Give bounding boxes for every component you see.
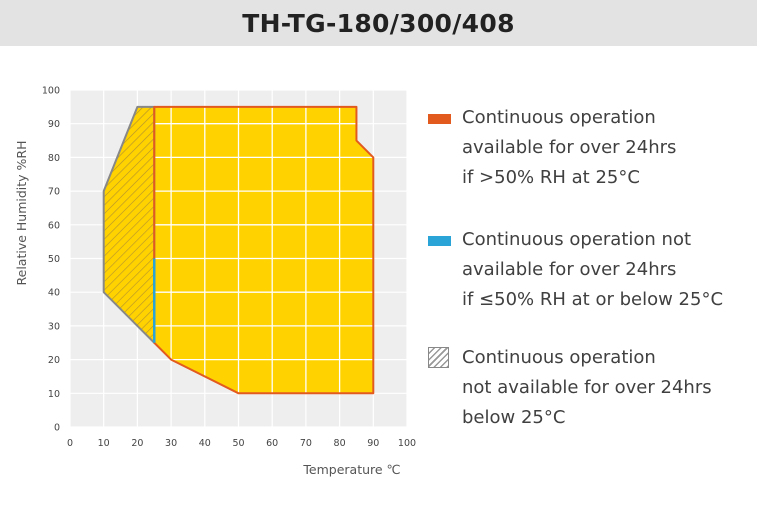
title-bar: TH-TG-180/300/408 bbox=[0, 0, 757, 46]
legend: Continuous operation available for over … bbox=[428, 0, 753, 506]
x-tick-label: 10 bbox=[98, 438, 110, 449]
x-tick-labels: 0 10 20 30 40 50 60 70 80 90 100 bbox=[67, 438, 416, 449]
y-tick-label: 90 bbox=[48, 119, 60, 130]
legend-line: available for over 24hrs bbox=[462, 259, 677, 280]
hatched-area bbox=[103, 106, 155, 343]
grid-overlay bbox=[154, 106, 374, 394]
y-tick-label: 30 bbox=[48, 321, 60, 332]
y-tick-labels: 0 10 20 30 40 50 60 70 80 90 100 bbox=[42, 86, 60, 434]
legend-line: Continuous operation not bbox=[462, 229, 692, 250]
legend-line: Continuous operation bbox=[462, 347, 656, 368]
y-tick-label: 60 bbox=[48, 220, 60, 231]
legend-line: below 25°C bbox=[462, 407, 566, 428]
chart: 0 10 20 30 40 50 60 70 80 90 100 0 10 20 30 40 50 60 70 80… bbox=[14, 86, 416, 478]
y-axis-label: Relative Humidity %RH bbox=[14, 141, 29, 286]
x-tick-label: 70 bbox=[300, 438, 312, 449]
legend-line: available for over 24hrs bbox=[462, 137, 677, 158]
x-tick-label: 30 bbox=[165, 438, 177, 449]
x-axis-label: Temperature ℃ bbox=[302, 462, 400, 477]
orange-bar-icon bbox=[428, 114, 451, 124]
y-tick-label: 100 bbox=[42, 86, 60, 97]
legend-line: if ≤50% RH at or below 25°C bbox=[462, 289, 724, 310]
y-tick-label: 10 bbox=[48, 389, 60, 400]
y-tick-label: 0 bbox=[54, 423, 60, 434]
operating-area bbox=[154, 106, 374, 394]
operating-area-outline bbox=[153, 105, 375, 395]
x-tick-label: 40 bbox=[199, 438, 211, 449]
legend-line: not available for over 24hrs bbox=[462, 377, 712, 398]
blue-bar-icon bbox=[428, 236, 451, 246]
chart-title: TH-TG-180/300/408 bbox=[242, 8, 515, 38]
legend-line: if >50% RH at 25°C bbox=[462, 167, 640, 188]
hatched-box-icon bbox=[428, 347, 449, 368]
x-tick-label: 20 bbox=[131, 438, 143, 449]
plot-areas bbox=[102, 105, 375, 395]
y-tick-label: 80 bbox=[48, 153, 60, 164]
x-tick-label: 100 bbox=[398, 438, 416, 449]
x-tick-label: 50 bbox=[232, 438, 244, 449]
y-tick-label: 40 bbox=[48, 288, 60, 299]
x-tick-label: 0 bbox=[67, 438, 73, 449]
x-tick-label: 90 bbox=[367, 438, 379, 449]
y-tick-label: 20 bbox=[48, 355, 60, 366]
x-tick-label: 80 bbox=[334, 438, 346, 449]
y-tick-label: 50 bbox=[48, 254, 60, 265]
legend-line: Continuous operation bbox=[462, 107, 656, 128]
y-tick-label: 70 bbox=[48, 187, 60, 198]
x-tick-label: 60 bbox=[266, 438, 278, 449]
